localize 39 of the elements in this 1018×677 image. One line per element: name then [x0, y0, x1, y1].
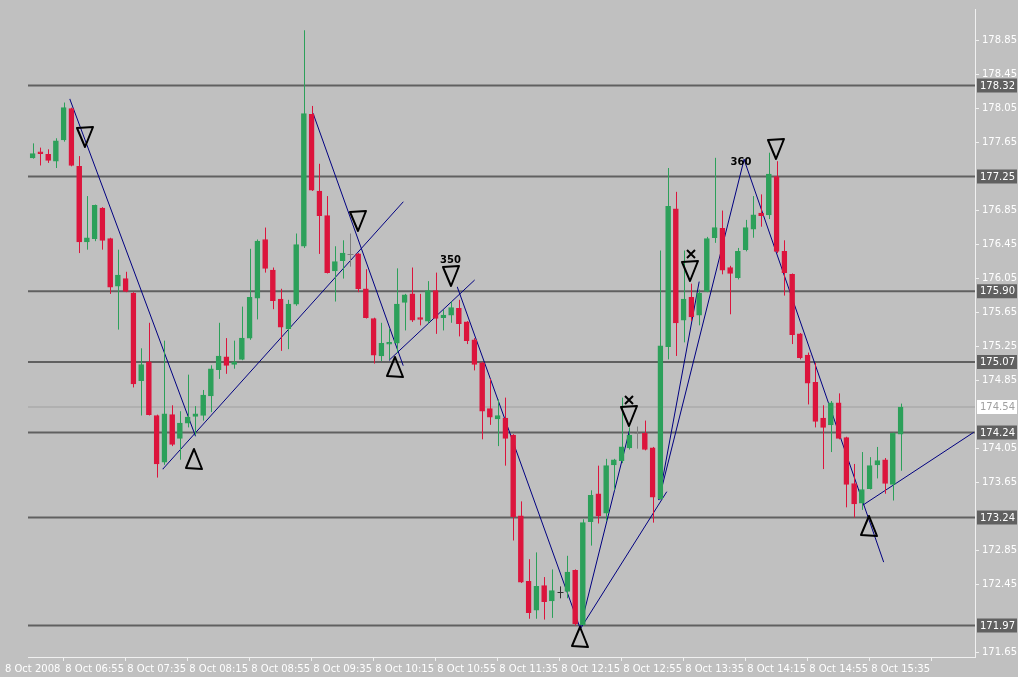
x-tick-label: 8 Oct 06:55: [65, 662, 125, 674]
annotation: 350: [440, 253, 461, 265]
y-tick-label: 175.65: [982, 306, 1017, 318]
y-tick-label: 176.45: [982, 238, 1017, 250]
ref-line-label: 177.25: [980, 170, 1015, 182]
y-tick-label: 178.85: [982, 34, 1017, 46]
y-tick-label: 171.65: [982, 646, 1017, 658]
y-tick-label: 176.85: [982, 204, 1017, 216]
y-tick-label: 178.05: [982, 102, 1017, 114]
y-tick-label: 172.45: [982, 578, 1017, 590]
x-tick-label: 8 Oct 14:55: [809, 662, 869, 674]
y-tick-label: 178.45: [982, 68, 1017, 80]
y-tick-label: 175.25: [982, 340, 1017, 352]
x-tick-label: 8 Oct 08:15: [189, 662, 249, 674]
x-tick-label: 8 Oct 2008: [4, 662, 61, 674]
x-tick-label: 8 Oct 08:55: [251, 662, 311, 674]
x-tick-label: 8 Oct 10:55: [437, 662, 497, 674]
ref-line-label: 174.24: [980, 426, 1015, 438]
x-tick-label: 8 Oct 12:55: [623, 662, 683, 674]
x-tick-label: 8 Oct 14:15: [747, 662, 807, 674]
ref-line-label: 173.24: [980, 511, 1015, 523]
y-tick-label: 176.05: [982, 272, 1017, 284]
ref-line-label: 178.32: [980, 79, 1015, 91]
x-tick-label: 8 Oct 15:35: [871, 662, 931, 674]
x-tick-label: 8 Oct 12:15: [561, 662, 621, 674]
ref-line-label: 174.54: [980, 401, 1015, 413]
x-tick-label: 8 Oct 13:35: [685, 662, 745, 674]
y-tick-label: 174.85: [982, 374, 1017, 386]
y-tick-label: 173.65: [982, 476, 1017, 488]
x-tick-label: 8 Oct 11:35: [499, 662, 559, 674]
x-tick-label: 8 Oct 10:15: [375, 662, 435, 674]
x-tick-label: 8 Oct 09:35: [313, 662, 373, 674]
ref-line-label: 175.07: [980, 356, 1015, 368]
x-tick-label: 8 Oct 07:35: [127, 662, 187, 674]
y-tick-label: 172.85: [982, 544, 1017, 556]
y-tick-label: 174.05: [982, 442, 1017, 454]
y-tick-label: 177.65: [982, 136, 1017, 148]
ref-line-label: 171.97: [980, 619, 1015, 631]
ref-line-label: 175.90: [980, 285, 1015, 297]
